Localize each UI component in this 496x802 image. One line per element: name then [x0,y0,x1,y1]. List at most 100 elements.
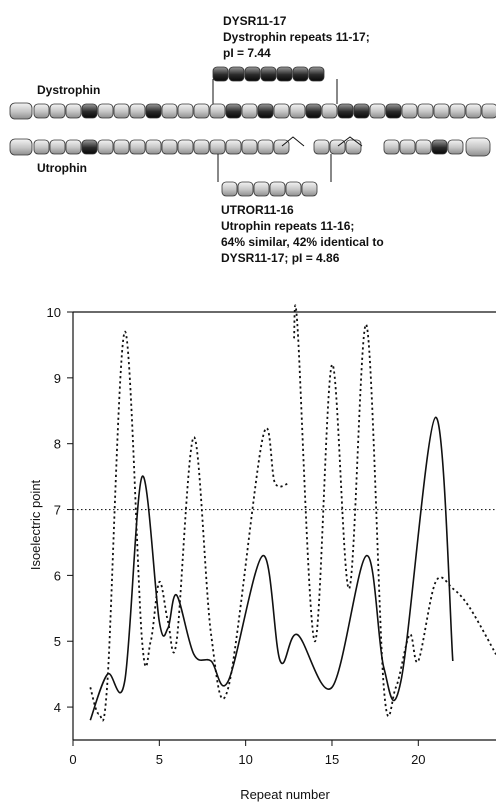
utror-pi: DYSR11-17; pI = 4.86 [221,251,340,265]
dystrophin-repeat [113,103,130,119]
utrophin-repeat [225,139,242,155]
utrophin-repeat [415,139,432,155]
dysr-repeat [308,66,325,82]
utror-similarity: 64% similar, 42% identical to [221,235,384,249]
series-solid-line [89,416,454,721]
series-dotted-line-2 [293,304,496,717]
y-tick-label: 5 [54,634,61,649]
utrophin-repeat [145,139,162,155]
dystrophin-repeat [353,103,370,119]
domain-diagram: DYSR11-17 Dystrophin repeats 11-17; pI =… [9,14,496,265]
utrophin-repeat [209,139,226,155]
dystrophin-repeat [97,103,114,119]
dystrophin-repeat [417,103,434,119]
y-tick-group: 4 5 6 7 8 9 10 [47,305,73,715]
dystrophin-repeat [401,103,418,119]
dystrophin-n-terminal [9,102,33,120]
dysr-repeat [260,66,277,82]
utrophin-repeat [447,139,464,155]
utror-connector-lines [217,154,332,182]
dysr-connector-lines [212,79,338,104]
x-tick-label: 15 [325,752,339,767]
utrophin-domain-row [9,137,491,157]
series-dotted-line-1 [89,330,290,722]
utrophin-repeat [177,139,194,155]
utrophin-repeat [65,139,82,155]
dystrophin-repeat [337,103,354,119]
x-tick-label: 10 [238,752,252,767]
utrophin-repeat [33,139,50,155]
utror-repeat [285,181,302,197]
dystrophin-repeat [449,103,466,119]
utrophin-repeat [399,139,416,155]
utrophin-repeat [345,139,362,155]
dystrophin-repeat [433,103,450,119]
dysr-repeat [212,66,229,82]
y-tick-label: 8 [54,437,61,452]
dystrophin-repeat [129,103,146,119]
utrophin-repeat [431,139,448,155]
utrophin-hinges [281,136,363,147]
dysr-fragment [212,66,325,82]
y-axis-label: Isoelectric point [28,479,43,570]
dystrophin-repeat [49,103,66,119]
dysr-repeat [276,66,293,82]
utrophin-label: Utrophin [37,161,87,175]
utrophin-repeat [161,139,178,155]
utrophin-repeat [241,139,258,155]
x-tick-label: 5 [156,752,163,767]
dystrophin-repeat [145,103,162,119]
dystrophin-repeat [257,103,274,119]
dystrophin-repeat [241,103,258,119]
dysr-pi: pI = 7.44 [223,46,271,60]
dystrophin-repeat [321,103,338,119]
utrophin-repeat [383,139,400,155]
dystrophin-repeat [209,103,226,119]
utror-fragment [221,181,318,197]
utror-description: Utrophin repeats 11-16; [221,219,354,233]
dystrophin-label: Dystrophin [37,83,100,97]
dystrophin-repeat [81,103,98,119]
dysr-description: Dystrophin repeats 11-17; [223,30,370,44]
x-tick-group: 0 5 10 15 20 [69,740,426,767]
utror-title: UTROR11-16 [221,203,294,217]
utror-repeat [221,181,238,197]
dystrophin-repeat [289,103,306,119]
dystrophin-repeat [193,103,210,119]
x-axis-label: Repeat number [240,787,330,802]
y-tick-label: 4 [54,700,61,715]
series-group [89,304,496,722]
y-tick-label: 10 [47,305,61,320]
dysr-repeat [292,66,309,82]
utrophin-n-terminal [9,138,33,156]
pi-line-chart: 0 5 10 15 20 4 5 6 7 8 9 10 Repeat number Isoelect… [28,304,496,802]
dystrophin-domain-row [9,102,496,120]
y-tick-label: 9 [54,371,61,386]
utror-repeat [237,181,254,197]
utrophin-repeat [81,139,98,155]
dystrophin-repeat [273,103,290,119]
utrophin-repeat [97,139,114,155]
x-tick-label: 0 [69,752,76,767]
axes-group [72,311,496,741]
utror-repeat [253,181,270,197]
utror-repeat [301,181,318,197]
dystrophin-repeat [33,103,50,119]
dystrophin-repeat [385,103,402,119]
dystrophin-repeat [465,103,482,119]
utrophin-repeat [257,139,274,155]
utrophin-repeat [49,139,66,155]
utrophin-repeat [113,139,130,155]
dystrophin-repeat [481,103,496,119]
dysr-title: DYSR11-17 [223,14,287,28]
dysr-repeat [244,66,261,82]
dystrophin-repeat [305,103,322,119]
dystrophin-repeat [161,103,178,119]
dysr-repeat [228,66,245,82]
utrophin-c-terminal [465,137,491,157]
dystrophin-repeat [225,103,242,119]
utrophin-repeat [193,139,210,155]
y-tick-label: 7 [54,503,61,518]
utror-repeat [269,181,286,197]
